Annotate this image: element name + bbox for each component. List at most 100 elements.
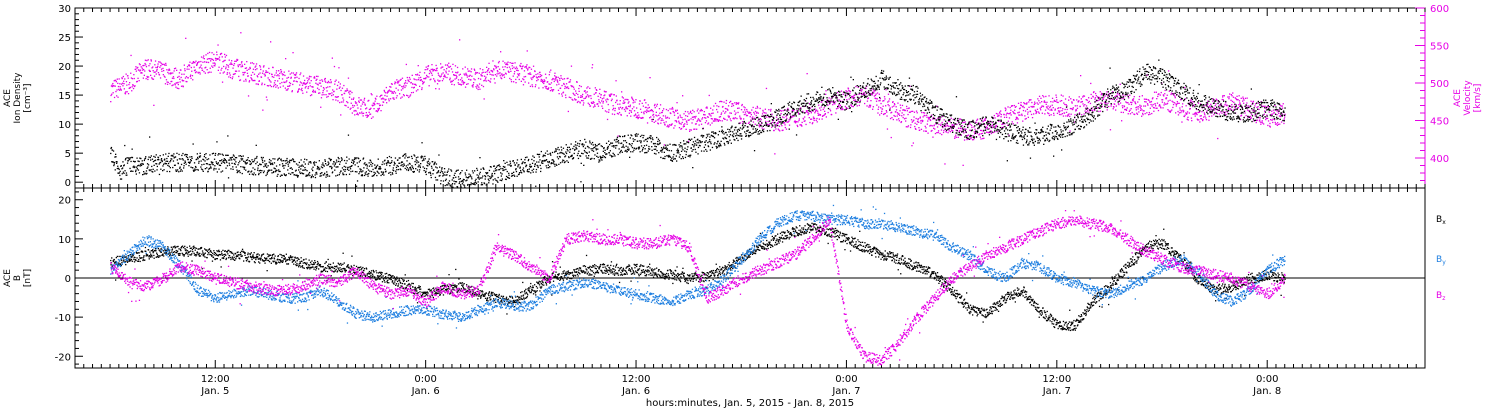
velocity-series-point xyxy=(466,75,467,76)
density-series-point xyxy=(390,174,391,175)
velocity-series-point xyxy=(489,72,490,73)
density-series-point xyxy=(178,154,179,155)
velocity-series-point xyxy=(1010,112,1011,113)
velocity-series-point xyxy=(845,106,846,107)
density-series-point xyxy=(389,165,390,166)
velocity-series-point xyxy=(541,75,542,76)
velocity-series-point xyxy=(1058,102,1059,103)
velocity-series-point xyxy=(274,75,275,76)
density-series-point xyxy=(160,155,161,156)
velocity-series-point xyxy=(500,51,501,52)
density-series-point xyxy=(229,165,230,166)
velocity-series-point xyxy=(499,61,500,62)
velocity-series-point xyxy=(263,65,264,66)
velocity-series-point xyxy=(454,84,455,85)
velocity-series-point xyxy=(431,69,432,70)
velocity-series-point xyxy=(396,79,397,80)
velocity-series-point xyxy=(323,87,324,88)
velocity-series-point xyxy=(633,106,634,107)
velocity-series-point xyxy=(551,82,552,83)
velocity-series-point xyxy=(368,100,369,101)
velocity-series-point xyxy=(168,82,169,83)
velocity-series-point xyxy=(726,103,727,104)
velocity-series-point xyxy=(565,97,566,98)
velocity-series-point xyxy=(1094,99,1095,100)
velocity-series-point xyxy=(1009,117,1010,118)
velocity-series-point xyxy=(749,122,750,123)
velocity-series-point xyxy=(746,109,747,110)
velocity-series-point xyxy=(339,102,340,103)
velocity-series-point xyxy=(1063,102,1064,103)
density-series-point xyxy=(126,175,127,176)
velocity-series-point xyxy=(195,61,196,62)
density-series-point xyxy=(325,177,326,178)
density-series-point xyxy=(293,159,294,160)
density-series-point xyxy=(215,153,216,154)
velocity-series-point xyxy=(636,107,637,108)
density-series-point xyxy=(346,174,347,175)
velocity-series-point xyxy=(727,119,728,120)
velocity-series-point xyxy=(1098,111,1099,112)
velocity-series-point xyxy=(322,81,323,82)
velocity-series-point xyxy=(466,84,467,85)
velocity-series-point xyxy=(731,113,732,114)
velocity-series-point xyxy=(642,103,643,104)
density-series-point xyxy=(424,156,425,157)
velocity-series-point xyxy=(1220,111,1221,112)
velocity-series-point xyxy=(1215,103,1216,104)
density-series-point xyxy=(114,162,115,163)
velocity-series-point xyxy=(1201,111,1202,112)
velocity-series-point xyxy=(1269,123,1270,124)
velocity-series-point xyxy=(461,81,462,82)
velocity-series-point xyxy=(980,138,981,139)
velocity-series-point xyxy=(238,76,239,77)
velocity-series-point xyxy=(579,85,580,86)
velocity-series-point xyxy=(220,73,221,74)
density-series-point xyxy=(296,170,297,171)
velocity-series-point xyxy=(754,113,755,114)
velocity-series-point xyxy=(670,113,671,114)
density-series-point xyxy=(232,169,233,170)
density-series-point xyxy=(303,161,304,162)
velocity-series-point xyxy=(651,119,652,120)
velocity-series-point xyxy=(1108,106,1109,107)
velocity-series-point xyxy=(224,71,225,72)
velocity-series-point xyxy=(199,72,200,73)
density-series-point xyxy=(113,165,114,166)
velocity-series-point xyxy=(1050,109,1051,110)
velocity-series-point xyxy=(498,62,499,63)
density-series-point xyxy=(419,169,420,170)
velocity-series-point xyxy=(1202,119,1203,120)
velocity-series-point xyxy=(402,88,403,89)
velocity-series-point xyxy=(484,98,485,99)
velocity-series-point xyxy=(628,106,629,107)
velocity-series-point xyxy=(214,65,215,66)
velocity-series-point xyxy=(1017,112,1018,113)
velocity-series-point xyxy=(1169,100,1170,101)
velocity-series-point xyxy=(623,97,624,98)
density-series-point xyxy=(160,162,161,163)
velocity-series-point xyxy=(1107,103,1108,104)
density-series-point xyxy=(216,161,217,162)
velocity-series-point xyxy=(554,75,555,76)
velocity-series-point xyxy=(1198,119,1199,120)
velocity-series-point xyxy=(446,68,447,69)
density-series-point xyxy=(287,169,288,170)
density-series-point xyxy=(205,168,206,169)
density-series-point xyxy=(318,167,319,168)
velocity-series-point xyxy=(758,113,759,114)
velocity-series-point xyxy=(558,77,559,78)
velocity-series-point xyxy=(368,115,369,116)
velocity-series-point xyxy=(1187,111,1188,112)
density-series-point xyxy=(212,162,213,163)
velocity-series-point xyxy=(308,88,309,89)
velocity-series-point xyxy=(709,95,710,96)
density-series-point xyxy=(360,160,361,161)
velocity-series-point xyxy=(203,71,204,72)
density-series-point xyxy=(221,171,222,172)
velocity-series-point xyxy=(885,113,886,114)
density-series-point xyxy=(335,164,336,165)
velocity-series-point xyxy=(351,99,352,100)
velocity-series-point xyxy=(400,79,401,80)
density-series-point xyxy=(164,159,165,160)
